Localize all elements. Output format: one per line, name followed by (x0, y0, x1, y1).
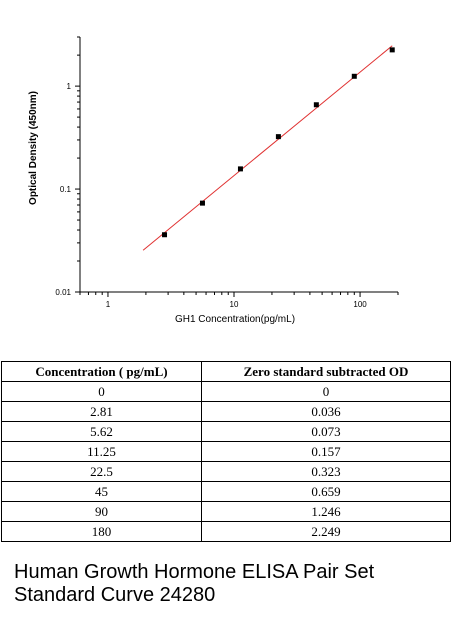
data-point (389, 47, 395, 53)
x-tick-label: 100 (353, 300, 367, 309)
table-row: 5.62 0.073 (1, 421, 451, 442)
x-axis-label: GH1 Concentration(pg/mL) (175, 314, 295, 325)
table-row: 180 2.249 (1, 521, 451, 542)
fit-line (142, 45, 393, 251)
data-point (162, 232, 168, 238)
table-cell: 11.25 (1, 441, 202, 462)
table-row: 11.25 0.157 (1, 441, 451, 462)
table-cell: 5.62 (1, 421, 202, 442)
y-axis-label: Optical Density (450nm) (28, 91, 39, 205)
header-od: Zero standard subtracted OD (201, 361, 451, 382)
data-point (313, 102, 319, 108)
y-tick-label: 0.01 (55, 288, 71, 297)
figure-caption: Human Growth Hormone ELISA Pair Set Stan… (14, 561, 444, 607)
table-cell: 0 (1, 381, 202, 402)
table-row: 90 1.246 (1, 501, 451, 522)
y-tick-label: 1 (67, 82, 72, 91)
table-cell: 90 (1, 501, 202, 522)
table-cell: 0.073 (201, 421, 451, 442)
table-cell: 45 (1, 481, 202, 502)
standard-curve-chart: 0.010.111 10 100 GH1 Concentration(pg/mL) … (28, 36, 399, 325)
table-cell: 22.5 (1, 461, 202, 482)
data-points (162, 47, 395, 238)
x-tick-label: 1 (106, 300, 111, 309)
table-row: 22.5 0.323 (1, 461, 451, 482)
header-concentration: Concentration ( pg/mL) (1, 361, 202, 382)
x-tick-label: 10 (230, 300, 239, 309)
caption-line-2: Standard Curve 24280 (14, 584, 216, 606)
table-cell: 0.036 (201, 401, 451, 422)
table-cell: 0.157 (201, 441, 451, 462)
table-cell: 1.246 (201, 501, 451, 522)
data-point (275, 134, 281, 140)
data-point (199, 200, 205, 206)
table-header-row: Concentration ( pg/mL) Zero standard sub… (1, 361, 451, 382)
table-cell: 0.659 (201, 481, 451, 502)
data-point (237, 166, 243, 172)
table-cell: 2.81 (1, 401, 202, 422)
standard-data-table: Concentration ( pg/mL) Zero standard sub… (1, 361, 451, 542)
table-cell: 180 (1, 521, 202, 542)
table-row: 2.81 0.036 (1, 401, 451, 422)
axis-ticks (75, 36, 399, 297)
table-cell: 0 (201, 381, 451, 402)
y-tick-label: 0.1 (60, 185, 72, 194)
table-cell: 0.323 (201, 461, 451, 482)
axes (79, 37, 398, 293)
table-row: 45 0.659 (1, 481, 451, 502)
caption-line-1: Human Growth Hormone ELISA Pair Set (14, 561, 375, 583)
table-cell: 2.249 (201, 521, 451, 542)
fit-line-group (142, 45, 393, 251)
tick-labels: 0.01 0.1 1 1 10 100 (55, 82, 367, 309)
data-point (351, 73, 357, 79)
